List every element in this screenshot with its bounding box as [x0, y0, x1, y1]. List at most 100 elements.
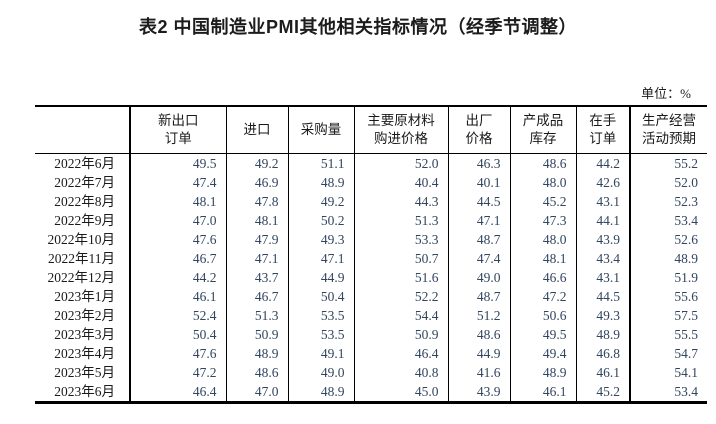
value-cell: 47.2 — [130, 363, 227, 382]
column-header-ex-factory-prices: 出厂 价格 — [448, 106, 511, 154]
value-cell: 48.0 — [510, 230, 577, 249]
value-cell: 49.2 — [226, 153, 289, 173]
column-header-raw-material-prices: 主要原材料 购进价格 — [354, 106, 449, 154]
row-label: 2023年6月 — [35, 382, 131, 403]
pmi-indicators-table: 新出口 订单 进口 采购量 主要原材料 购进价格 出厂 价格 产成品 库存 在手… — [35, 105, 707, 404]
value-cell: 40.8 — [354, 363, 449, 382]
value-cell: 48.7 — [448, 230, 511, 249]
value-cell: 47.1 — [448, 211, 511, 230]
value-cell: 44.1 — [576, 211, 631, 230]
value-cell: 47.1 — [288, 249, 355, 268]
value-cell: 48.9 — [674, 251, 698, 266]
value-cell: 55.2 — [674, 156, 698, 171]
table-row: 2023年2月 52.4 51.3 53.5 54.4 51.2 50.6 49.3 57.5 — [35, 306, 707, 325]
value-cell: 48.0 — [510, 173, 577, 192]
value-cell: 46.4 — [354, 344, 449, 363]
value-cell: 47.2 — [510, 287, 577, 306]
value-cell: 47.1 — [226, 249, 289, 268]
column-header-new-export-orders: 新出口 订单 — [130, 106, 227, 154]
row-label: 2023年1月 — [35, 287, 131, 306]
column-header-orders-on-hand: 在手 订单 — [576, 106, 631, 154]
value-cell: 44.2 — [130, 268, 227, 287]
value-cell: 49.3 — [576, 306, 631, 325]
value-cell: 52.0 — [354, 153, 449, 173]
value-cell: 51.3 — [354, 211, 449, 230]
value-cell: 52.0 — [674, 175, 698, 190]
value-cell: 48.1 — [130, 192, 227, 211]
value-cell: 46.9 — [226, 173, 289, 192]
value-cell: 47.8 — [226, 192, 289, 211]
value-cell: 50.4 — [130, 325, 227, 344]
column-header-business-expectations: 生产经营 活动预期 — [630, 106, 707, 154]
value-cell: 50.7 — [354, 249, 449, 268]
value-cell: 45.2 — [510, 192, 577, 211]
value-cell: 46.4 — [130, 382, 227, 403]
value-cell: 53.5 — [288, 325, 355, 344]
value-cell: 49.5 — [510, 325, 577, 344]
value-cell: 47.6 — [130, 230, 227, 249]
value-cell: 43.1 — [576, 192, 631, 211]
value-cell: 40.4 — [354, 173, 449, 192]
table-row: 2023年6月 46.4 47.0 48.9 45.0 43.9 46.1 45.2 53.4 — [35, 382, 707, 403]
value-cell: 43.4 — [576, 249, 631, 268]
value-cell: 50.4 — [288, 287, 355, 306]
value-cell: 46.6 — [510, 268, 577, 287]
value-cell: 49.1 — [288, 344, 355, 363]
value-cell: 47.0 — [130, 211, 227, 230]
value-cell: 48.9 — [226, 344, 289, 363]
table-row: 2023年1月 46.1 46.7 50.4 52.2 48.7 47.2 44.5 55.6 — [35, 287, 707, 306]
value-cell: 50.9 — [226, 325, 289, 344]
row-label: 2022年7月 — [35, 173, 131, 192]
value-cell: 43.1 — [576, 268, 631, 287]
value-cell: 54.7 — [674, 346, 698, 361]
row-label: 2022年11月 — [35, 249, 131, 268]
value-cell: 48.9 — [288, 382, 355, 403]
value-cell: 43.9 — [576, 230, 631, 249]
table-row: 2022年11月 46.7 47.1 47.1 50.7 47.4 48.1 43.4 48.9 — [35, 249, 707, 268]
row-label: 2023年2月 — [35, 306, 131, 325]
row-label: 2022年8月 — [35, 192, 131, 211]
value-cell: 46.1 — [510, 382, 577, 403]
value-cell: 46.7 — [226, 287, 289, 306]
value-cell: 49.0 — [448, 268, 511, 287]
value-cell: 44.9 — [448, 344, 511, 363]
value-cell: 48.6 — [510, 153, 577, 173]
value-cell: 47.9 — [226, 230, 289, 249]
value-cell: 57.5 — [674, 308, 698, 323]
value-cell: 52.3 — [674, 194, 698, 209]
table-row: 2022年8月 48.1 47.8 49.2 44.3 44.5 45.2 43.1 52.3 — [35, 192, 707, 211]
value-cell: 45.0 — [354, 382, 449, 403]
value-cell: 53.5 — [288, 306, 355, 325]
value-cell: 40.1 — [448, 173, 511, 192]
table-row: 2022年6月 49.5 49.2 51.1 52.0 46.3 48.6 44.2 55.2 — [35, 153, 707, 173]
value-cell: 48.6 — [226, 363, 289, 382]
table-row: 2023年3月 50.4 50.9 53.5 50.9 48.6 49.5 48.9 55.5 — [35, 325, 707, 344]
value-cell: 48.7 — [448, 287, 511, 306]
value-cell: 49.2 — [288, 192, 355, 211]
table-row: 2023年4月 47.6 48.9 49.1 46.4 44.9 49.4 46.8 54.7 — [35, 344, 707, 363]
value-cell: 50.6 — [510, 306, 577, 325]
value-cell: 49.0 — [288, 363, 355, 382]
value-cell: 51.2 — [448, 306, 511, 325]
value-cell: 44.5 — [448, 192, 511, 211]
table-row: 2022年12月 44.2 43.7 44.9 51.6 49.0 46.6 43.1 51.9 — [35, 268, 707, 287]
value-cell: 49.3 — [288, 230, 355, 249]
value-cell: 46.3 — [448, 153, 511, 173]
value-cell: 49.4 — [510, 344, 577, 363]
value-cell: 44.3 — [354, 192, 449, 211]
column-header-imports: 进口 — [226, 106, 289, 154]
table-row: 2022年10月 47.6 47.9 49.3 53.3 48.7 48.0 43.9 52.6 — [35, 230, 707, 249]
value-cell: 42.6 — [576, 173, 631, 192]
value-cell: 55.5 — [674, 327, 698, 342]
value-cell: 52.6 — [674, 232, 698, 247]
row-label: 2022年9月 — [35, 211, 131, 230]
page-title: 表2 中国制造业PMI其他相关指标情况（经季节调整） — [138, 17, 577, 37]
value-cell: 44.9 — [288, 268, 355, 287]
value-cell: 51.1 — [288, 153, 355, 173]
value-cell: 47.4 — [448, 249, 511, 268]
value-cell: 47.6 — [130, 344, 227, 363]
value-cell: 50.9 — [354, 325, 449, 344]
table-header-row: 新出口 订单 进口 采购量 主要原材料 购进价格 出厂 价格 产成品 库存 在手… — [35, 106, 707, 154]
table-body: 2022年6月 49.5 49.2 51.1 52.0 46.3 48.6 44.2 55.2 2… — [35, 153, 707, 403]
value-cell: 47.0 — [226, 382, 289, 403]
